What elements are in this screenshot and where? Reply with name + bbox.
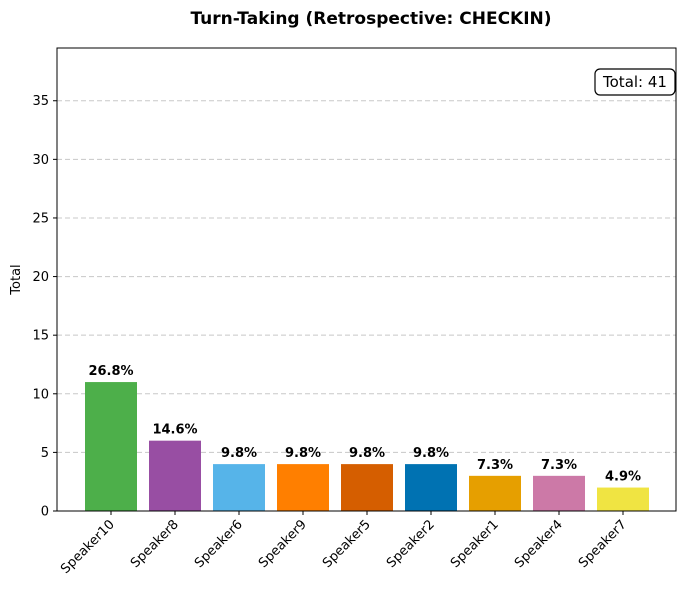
y-axis-label: Total <box>9 264 24 295</box>
total-annotation: Total: 41 <box>602 73 667 91</box>
y-tick-label: 30 <box>32 153 49 168</box>
y-tick-label: 5 <box>41 446 49 461</box>
x-tick-label: Speaker1 <box>448 517 502 571</box>
y-tick-label: 0 <box>41 505 49 520</box>
bar <box>149 440 201 511</box>
x-tick-label: Speaker4 <box>512 517 566 571</box>
bar <box>533 475 585 511</box>
bar-value-label: 9.8% <box>285 446 321 461</box>
x-tick-label: Speaker6 <box>192 517 246 571</box>
bar <box>405 464 457 511</box>
bar-value-label: 9.8% <box>349 446 385 461</box>
x-tick-label: Speaker10 <box>58 517 118 577</box>
bar <box>469 475 521 511</box>
bars-layer: 26.8% 14.6% 9.8% 9.8% 9.8% 9.8% 7.3% 7.3% 4.9% <box>85 364 649 511</box>
bar-value-label: 4.9% <box>605 470 641 485</box>
bar-value-label: 26.8% <box>88 364 133 379</box>
bar <box>277 464 329 511</box>
y-tick-label: 10 <box>32 387 49 402</box>
chart-title: Turn-Taking (Retrospective: CHECKIN) <box>190 9 551 29</box>
y-axis: 0 5 10 15 20 25 30 35 <box>32 94 57 520</box>
grid-layer <box>57 100 676 453</box>
bar-value-label: 14.6% <box>152 423 197 438</box>
x-axis: Speaker10 Speaker8 Speaker6 Speaker9 Speaker… <box>58 511 630 577</box>
bar-value-label: 9.8% <box>413 446 449 461</box>
x-tick-label: Speaker8 <box>128 517 182 571</box>
bar <box>85 382 137 511</box>
x-tick-label: Speaker7 <box>576 517 630 571</box>
bar-value-label: 7.3% <box>477 458 513 473</box>
total-box: Total: 41 <box>594 68 676 96</box>
x-tick-label: Speaker9 <box>256 517 310 571</box>
x-tick-label: Speaker2 <box>384 517 438 571</box>
bar <box>597 487 649 511</box>
bar-value-label: 9.8% <box>221 446 257 461</box>
y-tick-label: 35 <box>32 94 49 109</box>
bar <box>341 464 393 511</box>
y-tick-label: 25 <box>32 211 49 226</box>
bar-value-label: 7.3% <box>541 458 577 473</box>
total-box-frame <box>594 68 676 96</box>
y-tick-label: 15 <box>32 329 49 344</box>
x-tick-label: Speaker5 <box>320 517 374 571</box>
bar <box>213 464 265 511</box>
y-tick-label: 20 <box>32 270 49 285</box>
